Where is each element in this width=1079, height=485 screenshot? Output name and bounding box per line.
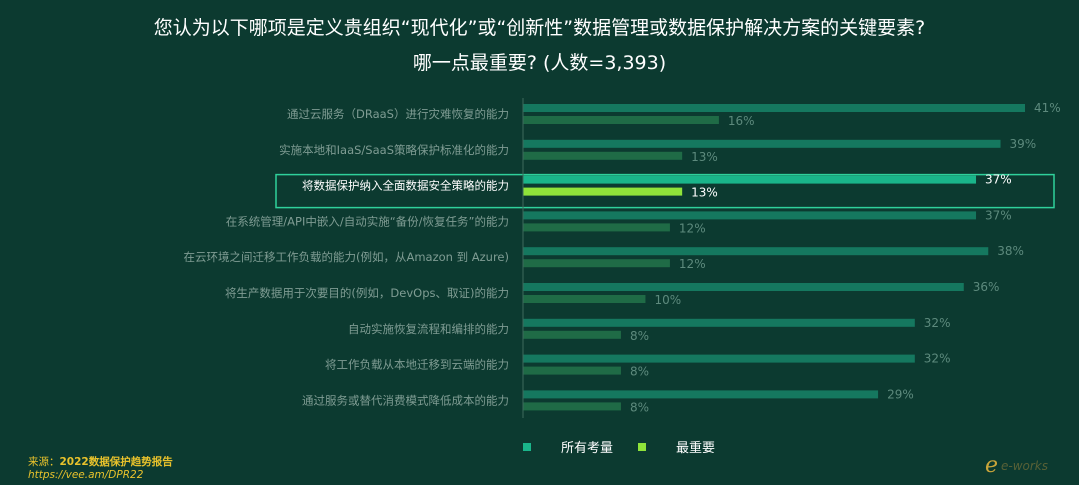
bar-top bbox=[523, 259, 670, 268]
svg-text:e: e bbox=[985, 453, 998, 478]
highlight-box bbox=[275, 173, 1055, 209]
chart-title-line1: 您认为以下哪项是定义贵组织“现代化”或“创新性”数据管理或数据保护解决方案的关键… bbox=[153, 17, 926, 39]
source-name: 2022数据保护趋势报告 bbox=[59, 456, 173, 468]
bar-top bbox=[523, 187, 683, 196]
bar-all bbox=[523, 318, 915, 327]
chart-title-line2: 哪一点最重要? (人数=3,393) bbox=[412, 52, 667, 74]
legend-swatch-top bbox=[638, 442, 646, 451]
category-label: 通过服务或替代消费模式降低成本的能力 bbox=[302, 393, 509, 407]
value-label-top: 10% bbox=[654, 293, 681, 307]
category-label: 通过云服务（DRaaS）进行灾难恢复的能力 bbox=[287, 107, 509, 121]
value-label-all: 32% bbox=[924, 316, 951, 330]
logo-text: e-works bbox=[1001, 459, 1048, 473]
value-label-all: 29% bbox=[887, 387, 914, 401]
category-label: 实施本地和IaaS/SaaS策略保护标准化的能力 bbox=[279, 143, 509, 157]
value-label-top: 8% bbox=[630, 365, 649, 379]
value-label-top: 16% bbox=[728, 114, 755, 128]
value-label-all: 37% bbox=[985, 208, 1012, 222]
bar-all bbox=[523, 283, 964, 291]
category-label: 将数据保护纳入全面数据安全策略的能力 bbox=[302, 179, 509, 193]
value-label-all: 36% bbox=[973, 280, 1000, 294]
category-label: 将生产数据用于次要目的(例如，DevOps、取证)的能力 bbox=[225, 286, 509, 300]
bar-all bbox=[523, 247, 989, 256]
category-label: 自动实施恢复流程和编排的能力 bbox=[348, 322, 509, 336]
bar-top bbox=[523, 330, 621, 339]
value-label-all: 37% bbox=[985, 173, 1012, 187]
legend-label-all: 所有考量 bbox=[561, 441, 614, 456]
value-label-top: 13% bbox=[691, 150, 718, 164]
legend-label-top: 最重要 bbox=[676, 441, 716, 456]
bar-top bbox=[523, 402, 621, 411]
legend-swatch-all bbox=[523, 442, 531, 451]
value-label-top: 13% bbox=[691, 186, 718, 200]
value-label-top: 8% bbox=[630, 329, 649, 343]
e-works-logo: e e-works bbox=[985, 453, 1048, 478]
source-label: 来源： bbox=[28, 456, 60, 468]
bar-all bbox=[523, 354, 915, 363]
category-label: 将工作负载从本地迁移到云端的能力 bbox=[325, 358, 509, 372]
value-label-all: 32% bbox=[924, 352, 951, 366]
value-label-top: 12% bbox=[679, 221, 706, 235]
category-label: 在云环境之间迁移工作负载的能力(例如，从Amazon 到 Azure) bbox=[183, 250, 509, 264]
category-label: 在系统管理/API中嵌入/自动实施“备份/恢复任务”的能力 bbox=[226, 214, 509, 228]
bar-all bbox=[523, 104, 1025, 112]
bar-top bbox=[523, 151, 683, 160]
source-url[interactable]: https://vee.am/DPR22 bbox=[28, 469, 144, 481]
bar-all bbox=[523, 211, 977, 220]
value-label-all: 39% bbox=[1010, 137, 1037, 151]
bar-all bbox=[523, 175, 977, 184]
value-label-top: 8% bbox=[630, 400, 649, 414]
legend-item-all: 所有考量 bbox=[523, 437, 613, 456]
value-label-all: 41% bbox=[1034, 101, 1061, 115]
bar-top bbox=[523, 366, 621, 375]
source-note: 来源：2022数据保护趋势报告 bbox=[28, 456, 173, 469]
legend-item-top: 最重要 bbox=[638, 437, 715, 456]
bar-top bbox=[523, 223, 670, 232]
bar-all bbox=[523, 390, 879, 399]
bar-top bbox=[523, 116, 719, 124]
value-label-top: 12% bbox=[679, 257, 706, 271]
bar-top bbox=[523, 295, 646, 303]
value-label-all: 38% bbox=[997, 244, 1024, 258]
bar-all bbox=[523, 139, 1001, 148]
